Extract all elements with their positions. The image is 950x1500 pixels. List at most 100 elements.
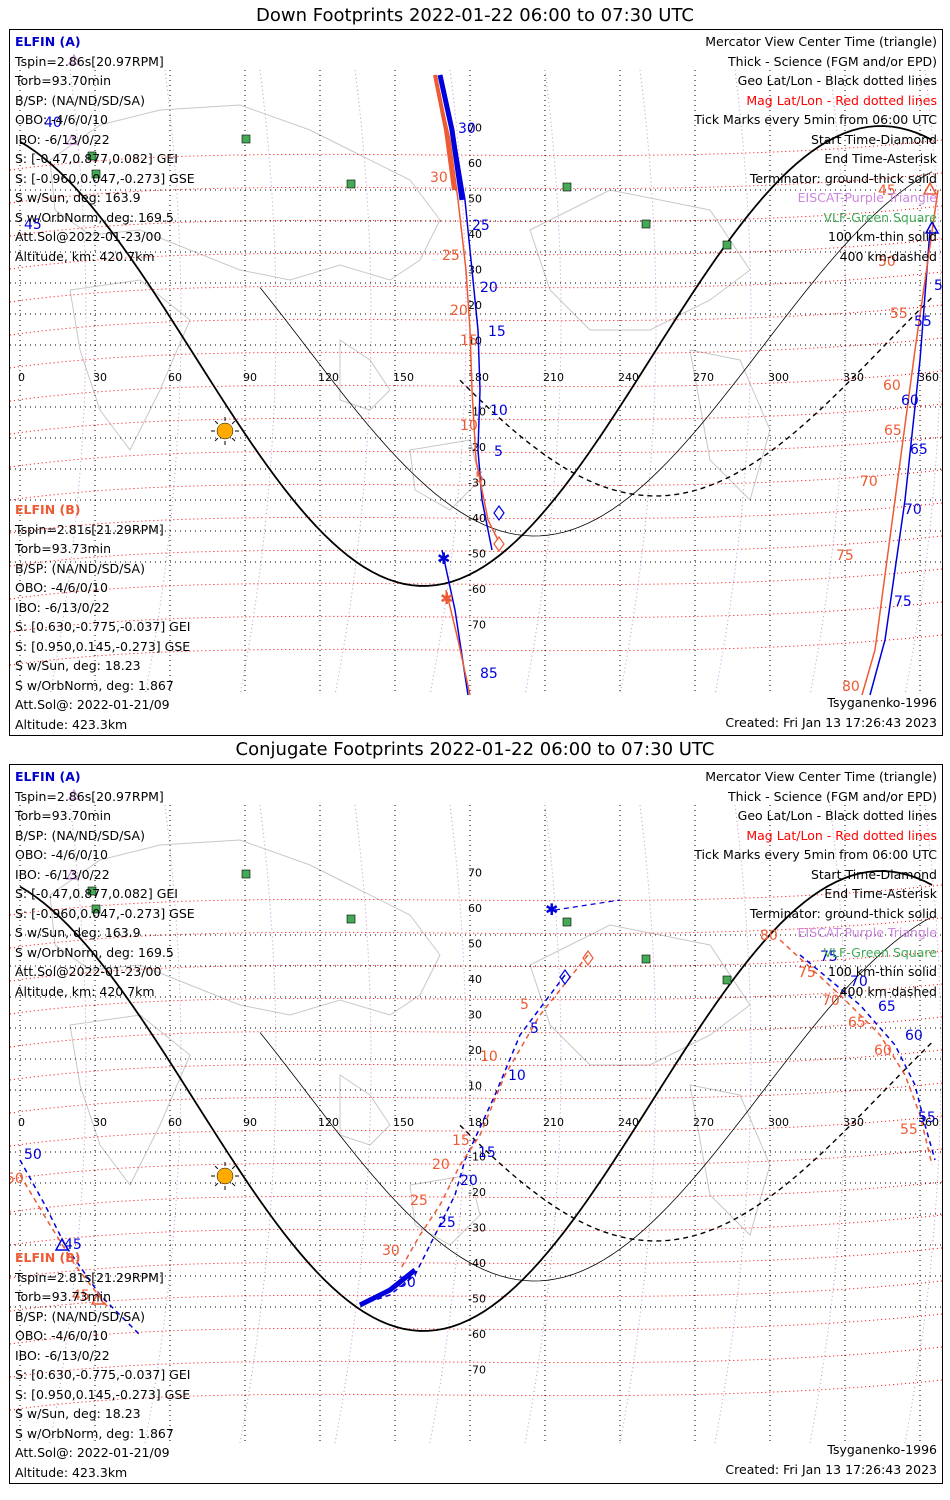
legend-item: End Time-Asterisk: [824, 151, 937, 166]
info-line: IBO: -6/13/0/22: [15, 866, 110, 882]
lat-tick-label: 30: [468, 1009, 482, 1022]
mag-lon-line: [904, 69, 942, 696]
eiscat-triangle: [67, 788, 81, 800]
info-line: S: [0.630,-0.775,-0.037] GEI: [15, 619, 191, 634]
mag-lon-line: [49, 69, 87, 696]
lon-tick-label: 120: [318, 1116, 339, 1129]
terminator-100km: [259, 916, 933, 1282]
elfin-a-start-diamond: [559, 968, 571, 986]
lon-tick-label: 60: [168, 371, 182, 384]
info-line: Altitude, km: 420.7km: [15, 983, 155, 999]
legend-item: EISCAT-Purple Triangle: [797, 925, 937, 940]
elfin-b-tick-label: 75: [836, 548, 854, 564]
elfin-a-tick-label: 40: [44, 115, 62, 131]
elfin-a-tick-label: 65: [910, 442, 928, 458]
info-line: S w/Sun, deg: 18.23: [15, 658, 141, 673]
elfin-a-start-diamond: [493, 504, 505, 522]
info-line: S w/Sun, deg: 163.9: [15, 925, 141, 940]
legend-item: 100 km-thin solid: [828, 229, 937, 244]
vlf-station: [87, 151, 97, 161]
mag-lon-line: [429, 69, 467, 696]
elfin-a-tick-label: 5: [530, 1021, 539, 1037]
info-line: OBO: -4/6/0/10: [15, 1328, 108, 1343]
vlf-station: [641, 219, 651, 229]
elfin-a-tick-label: 70: [850, 974, 868, 990]
info-line: Tspin=2.86s[20.97RPM]: [15, 788, 164, 804]
land-outline: [339, 1074, 391, 1146]
panel-title-down: Down Footprints 2022-01-22 06:00 to 07:3…: [256, 5, 694, 26]
info-line: S: [-0.960,0.047,-0.273] GSE: [15, 905, 195, 921]
elfin-a-tick-label: 75: [894, 594, 912, 610]
info-line: Att.Sol@: 2022-01-21/09: [15, 697, 170, 712]
vlf-station: [346, 914, 356, 924]
legend-item: Geo Lat/Lon - Black dotted lines: [737, 73, 937, 88]
legend-item: Mag Lat/Lon - Red dotted lines: [746, 827, 937, 843]
elfin-b-tick-label: 5: [520, 997, 529, 1013]
mag-lon-line: [334, 69, 372, 696]
vlf-station: [91, 904, 101, 914]
legend-item: 400 km-dashed: [839, 983, 937, 999]
elfin-a-tick-label: 20: [460, 1173, 478, 1189]
elfin-a-track-east: [869, 229, 931, 696]
eiscat-triangle: [65, 868, 79, 880]
info-line: B/SP: (NA/ND/SD/SA): [15, 92, 145, 108]
elfin-b-start-diamond: [582, 949, 594, 967]
info-line: B/SP: (NA/ND/SD/SA): [15, 1308, 145, 1324]
legend-item: EISCAT-Purple Triangle: [797, 190, 937, 205]
vlf-station: [562, 182, 572, 192]
legend-item: End Time-Asterisk: [824, 886, 937, 901]
lat-tick-label: -30: [468, 1222, 486, 1235]
created-timestamp: Created: Fri Jan 13 17:26:43 2023: [725, 715, 937, 730]
elfin-a-tick-label: 60: [901, 393, 919, 409]
legend-item: 400 km-dashed: [839, 248, 937, 264]
elfin-b-tick-label: 45: [72, 1288, 90, 1304]
legend-item: Mercator View Center Time (triangle): [705, 769, 937, 784]
model-label: Tsyganenko-1996: [827, 1442, 937, 1457]
elfin-b-tick-label: 75: [798, 965, 816, 981]
sun-ray: [231, 437, 236, 442]
elfin-b-tick-label: 80: [842, 679, 860, 695]
elfin-a-tick-label: 20: [480, 280, 498, 296]
elfin-a-end-asterisk: ✱: [545, 900, 558, 919]
info-line: S w/OrbNorm, deg: 1.867: [15, 677, 174, 693]
elfin-b-tick-label: 30: [382, 1243, 400, 1259]
conjugate-footprints-panel: 0 30 60 90 120 150 180 210 240 270 300 330 360 70 60 50…: [9, 764, 943, 1484]
lon-tick-label: 90: [243, 1116, 257, 1129]
info-line: OBO: -4/6/0/10: [15, 847, 108, 862]
legend-item: VLF-Green Square: [823, 944, 937, 960]
elfin-a-tick-label: 30: [398, 1275, 416, 1291]
elfin-a-tick-label: 60: [905, 1028, 923, 1044]
legend-item: Terminator: ground-thick solid: [749, 170, 937, 186]
legend-item: Thick - Science (FGM and/or EPD): [728, 788, 937, 804]
elfin-a-tick-label: 10: [508, 1068, 526, 1084]
lat-tick-label: 30: [468, 264, 482, 277]
elfin-b-tick-label: 15: [460, 333, 478, 349]
lon-tick-label: 240: [618, 371, 639, 384]
info-line: Torb=93.73min: [15, 1289, 112, 1304]
elfin-b-tick-label: 5: [475, 470, 484, 486]
info-line: S w/Sun, deg: 18.23: [15, 1406, 141, 1421]
terminator-100km: [259, 171, 933, 537]
lon-tick-label: 90: [243, 371, 257, 384]
land-outline: [689, 349, 771, 501]
lat-tick-label: 50: [468, 938, 482, 951]
info-line: IBO: -6/13/0/22: [15, 1347, 110, 1363]
lat-tick-label: 60: [468, 902, 482, 915]
info-line: S w/Sun, deg: 163.9: [15, 190, 141, 205]
conjugate-footprints-map: 0 30 60 90 120 150 180 210 240 270 300 330 360706050…: [10, 788, 942, 1444]
elfin-b-tick-label: 70: [822, 993, 840, 1009]
elfin-b-tick-label: 50: [878, 254, 896, 270]
mag-lon-line: [714, 69, 752, 696]
elfin-a-center-triangle: [54, 1237, 70, 1251]
legend-item: Mag Lat/Lon - Red dotted lines: [746, 92, 937, 108]
info-line: B/SP: (NA/ND/SD/SA): [15, 560, 145, 576]
elfin-b-track: [434, 74, 499, 541]
elfin-b-tick-label: 25: [442, 248, 460, 264]
elfin-a-tick-label: 15: [488, 324, 506, 340]
panel-title-conjugate: Conjugate Footprints 2022-01-22 06:00 to…: [235, 739, 715, 760]
lon-tick-label: 270: [693, 1116, 714, 1129]
elfin-a-tick-label: 15: [478, 1145, 496, 1161]
elfin-a-header: ELFIN (A): [15, 34, 81, 49]
elfin-b-tick-label: 60: [883, 378, 901, 394]
elfin-b-header: ELFIN (B): [15, 1250, 81, 1265]
